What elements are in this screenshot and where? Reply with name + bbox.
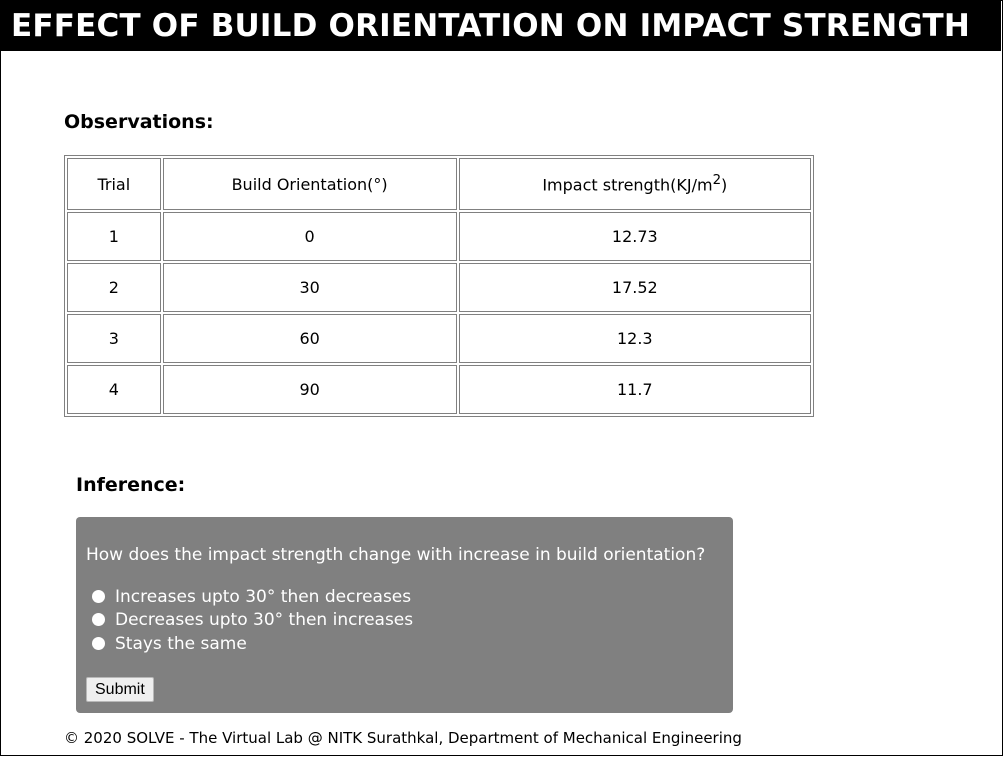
observations-table: Trial Build Orientation(°) Impact streng… xyxy=(64,155,814,417)
page-title: EFFECT OF BUILD ORIENTATION ON IMPACT ST… xyxy=(1,1,1001,51)
superscript-two: 2 xyxy=(712,173,722,189)
cell-trial: 2 xyxy=(67,263,161,312)
cell-orientation: 30 xyxy=(162,263,457,312)
inference-quiz-panel: How does the impact strength change with… xyxy=(76,517,733,713)
column-header-orientation: Build Orientation(°) xyxy=(162,158,457,210)
footer-copyright: © 2020 SOLVE - The Virtual Lab @ NITK Su… xyxy=(64,729,742,747)
cell-strength: 11.7 xyxy=(458,365,811,414)
option-decreases-then-increases[interactable]: Decreases upto 30° then increases xyxy=(92,610,413,630)
table-row: 2 30 17.52 xyxy=(67,263,811,312)
radio-button[interactable] xyxy=(92,613,105,626)
option-stays-the-same[interactable]: Stays the same xyxy=(92,634,247,654)
column-header-trial: Trial xyxy=(67,158,161,210)
radio-button[interactable] xyxy=(92,590,105,603)
cell-trial: 3 xyxy=(67,314,161,363)
table-row: 4 90 11.7 xyxy=(67,365,811,414)
cell-trial: 1 xyxy=(67,212,161,261)
impact-strength-label: Impact strength(KJ/m xyxy=(542,175,713,195)
cell-strength: 17.52 xyxy=(458,263,811,312)
table-header-row: Trial Build Orientation(°) Impact streng… xyxy=(67,158,811,210)
option-increases-then-decreases[interactable]: Increases upto 30° then decreases xyxy=(92,587,411,607)
table-row: 3 60 12.3 xyxy=(67,314,811,363)
cell-orientation: 60 xyxy=(162,314,457,363)
option-label: Increases upto 30° then decreases xyxy=(115,587,412,607)
cell-strength: 12.73 xyxy=(458,212,811,261)
observations-heading: Observations: xyxy=(64,111,214,133)
quiz-question: How does the impact strength change with… xyxy=(86,545,706,565)
cell-trial: 4 xyxy=(67,365,161,414)
cell-orientation: 0 xyxy=(162,212,457,261)
submit-button[interactable]: Submit xyxy=(86,677,154,702)
cell-strength: 12.3 xyxy=(458,314,811,363)
cell-orientation: 90 xyxy=(162,365,457,414)
option-label: Stays the same xyxy=(115,634,247,654)
radio-button[interactable] xyxy=(92,637,105,650)
table-row: 1 0 12.73 xyxy=(67,212,811,261)
impact-strength-closing: ) xyxy=(721,175,728,195)
column-header-impact-strength: Impact strength(KJ/m2) xyxy=(458,158,811,210)
inference-heading: Inference: xyxy=(76,474,186,496)
option-label: Decreases upto 30° then increases xyxy=(115,610,414,630)
